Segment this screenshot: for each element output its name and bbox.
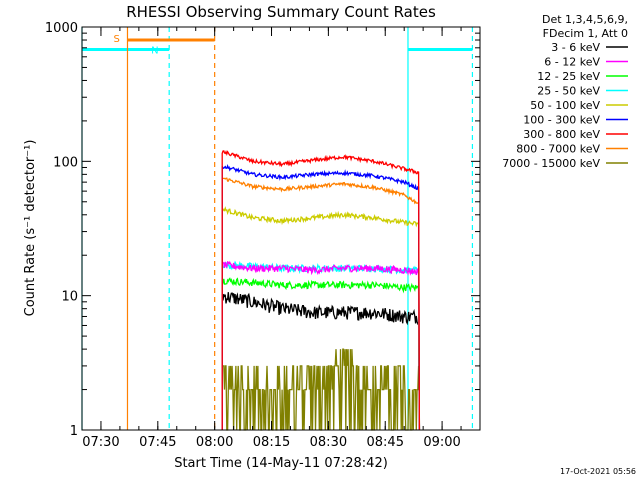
chart-title: RHESSI Observing Summary Count Rates bbox=[126, 3, 436, 21]
y-axis-label: Count Rate (s⁻¹ detector⁻¹) bbox=[23, 140, 38, 317]
legend-header-line-1: Det 1,3,4,5,6,9, bbox=[542, 13, 628, 26]
plot-frame bbox=[81, 26, 481, 431]
x-tick-label: 09:00 bbox=[423, 435, 460, 450]
generated-timestamp: 17-Oct-2021 05:56 bbox=[560, 467, 636, 476]
legend-label: 3 - 6 keV bbox=[551, 41, 600, 54]
series-line-300-800keV bbox=[221, 150, 421, 431]
series-line-100-300keV bbox=[221, 164, 421, 431]
legend: Det 1,3,4,5,6,9, FDecim 1, Att 0 3 - 6 k… bbox=[502, 13, 628, 170]
series-line-3-6keV bbox=[221, 292, 421, 431]
legend-label: 25 - 50 keV bbox=[537, 85, 600, 98]
night-label: N bbox=[151, 45, 158, 56]
series-line-800-7000keV bbox=[221, 177, 421, 431]
x-tick-label: 08:45 bbox=[367, 435, 404, 450]
x-tick-label: 08:30 bbox=[310, 435, 347, 450]
series-line-50-100keV bbox=[221, 206, 421, 431]
series-line-12-25keV bbox=[221, 277, 421, 431]
y-tick-label: 1000 bbox=[45, 21, 78, 36]
series-layer bbox=[221, 150, 421, 431]
series-line-6-12keV bbox=[221, 260, 421, 431]
legend-label: 50 - 100 keV bbox=[530, 99, 600, 112]
legend-label: 100 - 300 keV bbox=[523, 114, 600, 127]
legend-label: 800 - 7000 keV bbox=[516, 143, 600, 156]
x-axis-label: Start Time (14-May-11 07:28:42) bbox=[174, 456, 388, 471]
x-tick-label: 08:15 bbox=[253, 435, 290, 450]
y-tick-label: 100 bbox=[53, 155, 78, 170]
x-tick-label: 07:45 bbox=[139, 435, 176, 450]
legend-label: 6 - 12 keV bbox=[544, 56, 600, 69]
series-line-7000-15000keV bbox=[222, 348, 420, 431]
saa-label: S bbox=[113, 34, 119, 45]
x-tick-label: 08:00 bbox=[196, 435, 233, 450]
axis-layer: 1 10 100 1000 07:30 07:45 08:00 08:15 08:30 08:45… bbox=[45, 21, 481, 450]
y-tick-label: 1 bbox=[70, 424, 78, 439]
legend-label: 12 - 25 keV bbox=[537, 70, 600, 83]
legend-label: 300 - 800 keV bbox=[523, 128, 600, 141]
x-tick-label: 07:30 bbox=[82, 435, 119, 450]
legend-header-line-2: FDecim 1, Att 0 bbox=[543, 27, 628, 40]
y-tick-label: 10 bbox=[61, 290, 78, 305]
legend-label: 7000 - 15000 keV bbox=[502, 157, 600, 170]
